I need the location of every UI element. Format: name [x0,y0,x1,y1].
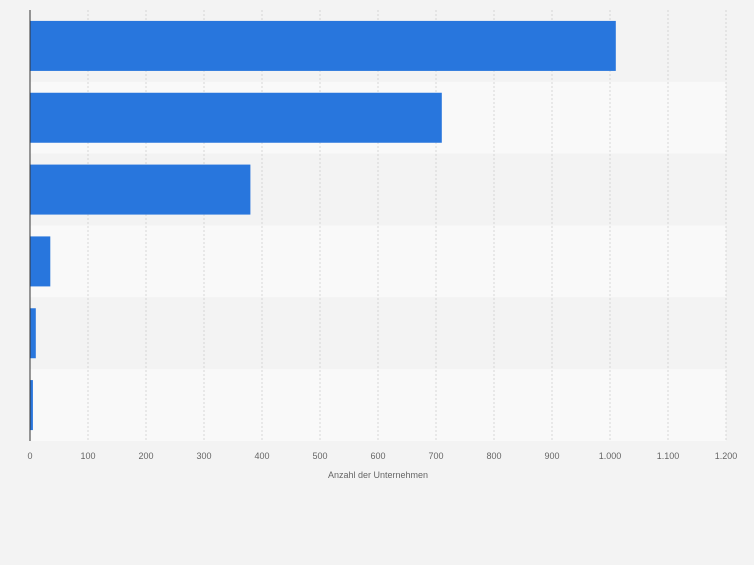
x-tick-label: 500 [312,451,327,461]
x-tick-label: 700 [428,451,443,461]
x-tick-labels: 0 100 200 300 400 500 600 700 800 900 1.000 1.100 1.… [27,451,737,461]
x-axis-label: Anzahl der Unternehmen [328,470,428,480]
bar [30,308,36,359]
x-tick-label: 1.000 [599,451,622,461]
x-tick-label: 800 [486,451,501,461]
x-tick-label: 300 [196,451,211,461]
bar [30,236,51,287]
bars [30,20,616,431]
x-tick-label: 400 [254,451,269,461]
row-band [30,225,726,298]
x-tick-label: 200 [138,451,153,461]
bar [30,20,616,71]
x-tick-label: 100 [80,451,95,461]
bar [30,164,251,215]
row-bands [30,10,726,441]
x-tick-label: 0 [27,451,32,461]
bar [30,92,442,143]
x-tick-label: 1.200 [715,451,738,461]
x-tick-label: 900 [544,451,559,461]
bar [30,380,33,431]
x-tick-label: 1.100 [657,451,680,461]
x-tick-label: 600 [370,451,385,461]
row-band [30,297,726,370]
row-band [30,369,726,441]
